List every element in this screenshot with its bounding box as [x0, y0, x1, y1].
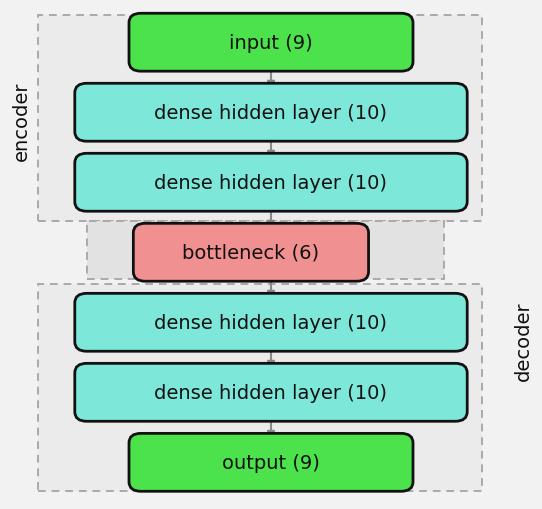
FancyBboxPatch shape: [38, 285, 482, 491]
FancyBboxPatch shape: [75, 294, 467, 352]
Text: input (9): input (9): [229, 34, 313, 52]
FancyBboxPatch shape: [38, 16, 482, 221]
FancyBboxPatch shape: [75, 363, 467, 421]
Text: dense hidden layer (10): dense hidden layer (10): [154, 313, 388, 332]
Text: bottleneck (6): bottleneck (6): [183, 243, 319, 262]
Text: dense hidden layer (10): dense hidden layer (10): [154, 103, 388, 123]
Text: dense hidden layer (10): dense hidden layer (10): [154, 383, 388, 402]
FancyBboxPatch shape: [75, 84, 467, 142]
FancyBboxPatch shape: [129, 14, 413, 72]
Text: output (9): output (9): [222, 453, 320, 472]
Text: dense hidden layer (10): dense hidden layer (10): [154, 174, 388, 192]
FancyBboxPatch shape: [87, 221, 444, 279]
Text: decoder: decoder: [513, 301, 533, 381]
FancyBboxPatch shape: [75, 154, 467, 212]
Text: encoder: encoder: [12, 81, 31, 160]
FancyBboxPatch shape: [129, 434, 413, 491]
FancyBboxPatch shape: [133, 224, 369, 281]
